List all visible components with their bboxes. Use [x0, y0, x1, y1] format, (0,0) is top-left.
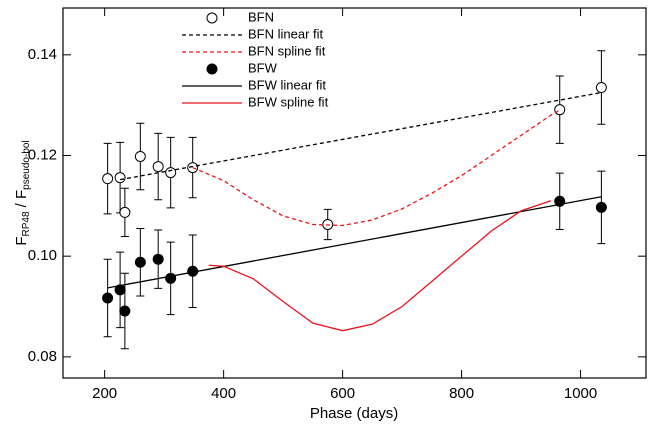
fit-line	[192, 109, 561, 227]
y-label-sub: RP48	[21, 211, 32, 236]
legend-label: BFN spline fit	[248, 43, 326, 58]
y-label-part: F	[13, 237, 30, 246]
legend-label: BFW linear fit	[248, 77, 326, 92]
y-tick-label: 0.14	[28, 46, 57, 63]
point	[165, 272, 177, 284]
point	[595, 82, 607, 94]
y-axis-label: FRP48 / Fpseudo-bol	[13, 140, 32, 245]
legend-symbol	[206, 63, 218, 75]
y-label-sub: pseudo-bol	[21, 140, 32, 189]
x-tick-label: 1000	[564, 385, 597, 402]
x-tick-label: 800	[449, 385, 474, 402]
y-tick-label: 0.08	[28, 348, 57, 365]
point	[102, 173, 114, 185]
point	[595, 201, 607, 213]
point	[165, 167, 177, 179]
plot-frame	[62, 7, 647, 379]
y-tick-label: 0.10	[28, 247, 57, 264]
y-tick-label: 0.12	[28, 146, 57, 163]
point	[119, 305, 131, 317]
point	[119, 206, 131, 218]
fit-line	[119, 91, 602, 181]
fit-line	[107, 196, 602, 289]
legend-label: BFN	[248, 9, 274, 24]
point	[134, 256, 146, 268]
point	[152, 253, 164, 265]
point	[114, 172, 126, 184]
x-tick-label: 600	[330, 385, 355, 402]
legend-label: BFW	[248, 60, 278, 75]
point	[102, 292, 114, 304]
x-tick-label: 200	[92, 385, 117, 402]
legend-label: BFN linear fit	[248, 26, 324, 41]
fit-line	[208, 200, 552, 332]
legend-label: BFW spline fit	[248, 94, 329, 109]
point	[554, 104, 566, 116]
point	[152, 161, 164, 173]
y-label-part: / F	[13, 190, 30, 212]
x-tick-label: 400	[211, 385, 236, 402]
point	[134, 151, 146, 163]
legend-symbol	[206, 12, 218, 24]
x-axis-label: Phase (days)	[310, 405, 398, 422]
